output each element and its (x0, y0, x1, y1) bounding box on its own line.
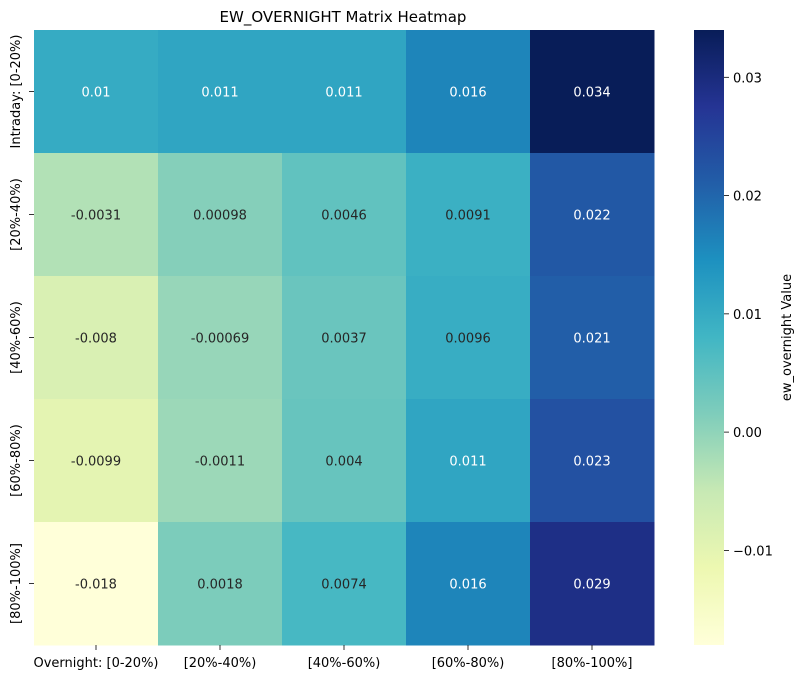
heatmap-cell-label: 0.01 (82, 86, 111, 101)
y-tick-label: [40%-60%) (9, 301, 24, 374)
heatmap-cell (158, 153, 283, 277)
heatmap-cell (406, 276, 531, 400)
heatmap-cell-label: 0.0018 (197, 578, 243, 593)
chart-title: EW_OVERNIGHT Matrix Heatmap (220, 8, 467, 27)
heatmap-cell (282, 399, 407, 523)
x-tick-label: Overnight: [0-20%) (34, 656, 159, 671)
colorbar-tick-label: 0.03 (733, 71, 762, 86)
x-axis: Overnight: [0-20%) [20%-40%) [40%-60%) [60%… (34, 645, 633, 671)
heatmap-cell-label: 0.016 (449, 578, 486, 593)
x-tick-label: [60%-80%) (432, 656, 505, 671)
heatmap-cell-label: 0.011 (201, 86, 238, 101)
heatmap-cell (530, 30, 655, 154)
colorbar-gradient (694, 30, 724, 645)
heatmap-cell (282, 30, 407, 154)
heatmap-cell (34, 153, 159, 277)
heatmap-cell (158, 522, 283, 646)
x-tick-label: [40%-60%) (308, 656, 381, 671)
heatmap-cell (34, 276, 159, 400)
heatmap-cell-label: -0.018 (75, 578, 117, 593)
heatmap-cell-label: 0.0096 (445, 332, 491, 347)
heatmap-cell-label: 0.0074 (321, 578, 367, 593)
heatmap-cell-label: 0.0037 (321, 332, 367, 347)
heatmap-cell (282, 153, 407, 277)
heatmap-cell (530, 522, 655, 646)
heatmap-cell (530, 276, 655, 400)
heatmap-cell-label: 0.011 (325, 86, 362, 101)
colorbar-tick-label: 0.01 (733, 308, 762, 323)
colorbar-tick-label: 0.00 (733, 426, 762, 441)
colorbar: −0.01 0.00 0.01 0.02 0.03 ew_overnight Value (694, 30, 795, 645)
y-tick-label: [60%-80%) (9, 424, 24, 497)
x-tick-label: [20%-40%) (184, 656, 257, 671)
heatmap-cell-label: -0.008 (75, 332, 117, 347)
y-axis: Intraday: [0-20%) [20%-40%) [40%-60%) [60%-… (9, 35, 34, 624)
heatmap-cell-label: 0.004 (325, 455, 362, 470)
heatmap-cell-label: 0.011 (449, 455, 486, 470)
y-tick-label: [20%-40%) (9, 178, 24, 251)
heatmap-cell-labels: 0.01 0.011 0.011 0.016 0.034 -0.0031 0.00098 0.… (71, 86, 611, 593)
heatmap-cell-label: 0.034 (573, 86, 610, 101)
heatmap-cell (530, 153, 655, 277)
heatmap-cell (406, 399, 531, 523)
heatmap-cell-label: 0.00098 (193, 209, 247, 224)
y-tick-label: [80%-100%] (9, 543, 24, 624)
heatmap-cell (34, 522, 159, 646)
heatmap-cell-label: -0.0031 (71, 209, 121, 224)
heatmap-cell-label: 0.016 (449, 86, 486, 101)
heatmap-cell (282, 522, 407, 646)
colorbar-label: ew_overnight Value (780, 274, 795, 401)
heatmap-cell-label: -0.0099 (71, 455, 121, 470)
heatmap-cell (406, 522, 531, 646)
heatmap-cell (158, 399, 283, 523)
heatmap-cell-label: 0.029 (573, 578, 610, 593)
heatmap-cell (530, 399, 655, 523)
y-tick-label: Intraday: [0-20%) (9, 35, 24, 149)
heatmap-cell (34, 30, 159, 154)
colorbar-tick-label: −0.01 (733, 544, 773, 559)
x-tick-label: [80%-100%] (552, 656, 633, 671)
colorbar-tick-label: 0.02 (733, 190, 762, 205)
heatmap-cell-label: -0.00069 (191, 332, 249, 347)
heatmap-cell-label: 0.0046 (321, 209, 367, 224)
heatmap-cell (406, 30, 531, 154)
heatmap-cell-label: 0.023 (573, 455, 610, 470)
heatmap-cell (406, 153, 531, 277)
heatmap-cell-label: 0.022 (573, 209, 610, 224)
heatmap-cell (158, 30, 283, 154)
heatmap-cell-label: 0.0091 (445, 209, 491, 224)
heatmap-cell (282, 276, 407, 400)
heatmap-cell (34, 399, 159, 523)
heatmap-cells (34, 30, 655, 646)
heatmap-cell (158, 276, 283, 400)
heatmap-cell-label: 0.021 (573, 332, 610, 347)
heatmap-cell-label: -0.0011 (195, 455, 245, 470)
